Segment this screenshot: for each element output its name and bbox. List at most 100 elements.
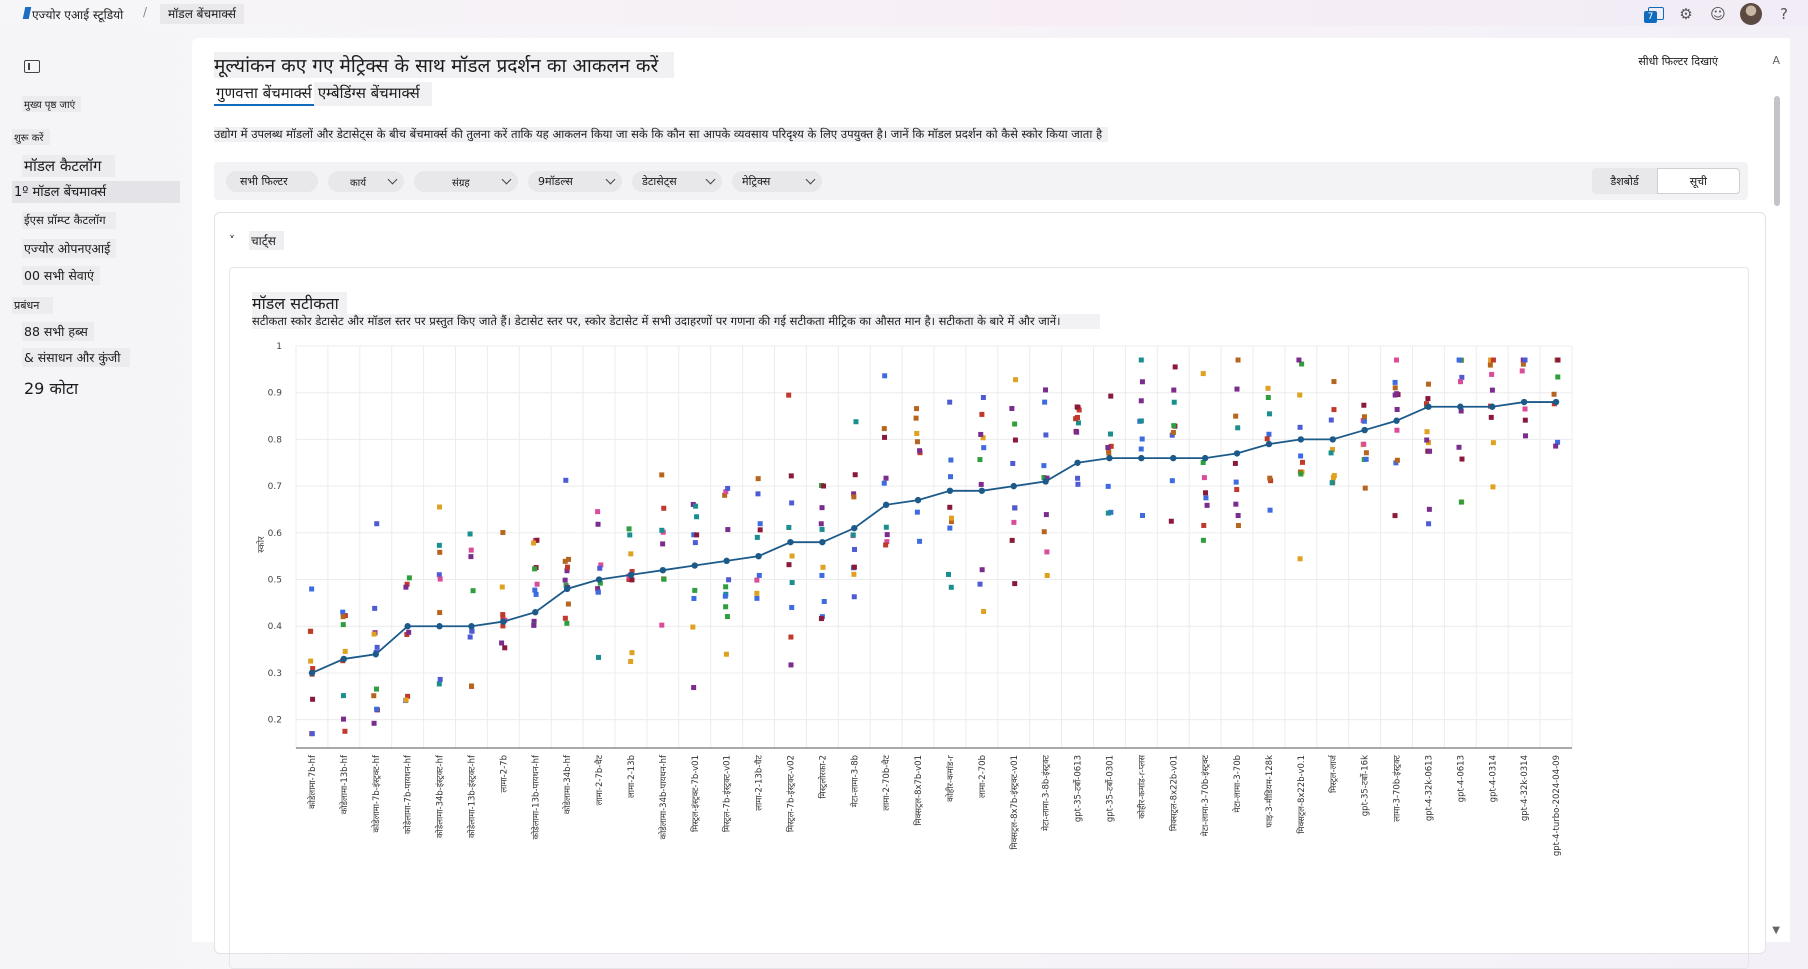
- average-accuracy-point: [914, 496, 922, 504]
- dataset-score-marker: [1392, 513, 1398, 519]
- dataset-score-marker: [1235, 523, 1241, 529]
- dataset-score-marker: [626, 526, 632, 532]
- benchmark-tabs: गुणवत्ता बेंचमार्क्स एम्बेडिंग्स बेंचमार…: [214, 82, 432, 106]
- dataset-score-marker: [1424, 437, 1430, 443]
- charts-label: चार्ट्स: [249, 231, 284, 250]
- sidebar-section-manage: प्रबंधन: [12, 297, 54, 314]
- dataset-score-marker: [851, 571, 857, 577]
- x-tick-label: मिस्ट्रलोरका-2: [817, 755, 828, 799]
- dataset-score-marker: [1075, 475, 1081, 481]
- dataset-score-marker: [372, 605, 378, 611]
- x-tick-label: gpt-4-32k-0314: [1520, 755, 1530, 821]
- dataset-score-marker: [562, 615, 568, 621]
- sidebar-item-resources-keys[interactable]: & संसाधन और कुंजी: [22, 348, 131, 367]
- show-filters-link[interactable]: सीधी फिल्टर दिखाएं: [1638, 55, 1718, 68]
- list-view-button[interactable]: सूची: [1656, 168, 1740, 194]
- average-accuracy-point: [563, 585, 571, 593]
- settings-gear-icon[interactable]: ⚙: [1679, 5, 1693, 23]
- dataset-score-marker: [1138, 357, 1144, 363]
- dataset-score-marker: [1331, 407, 1337, 413]
- dataset-score-marker: [1235, 513, 1241, 519]
- dataset-score-marker: [947, 399, 953, 405]
- dataset-score-marker: [1394, 406, 1400, 412]
- sidebar-item-quota[interactable]: 29 कोटा: [24, 379, 79, 398]
- help-icon[interactable]: ?: [1780, 5, 1788, 23]
- collapse-sidebar-icon[interactable]: [24, 60, 40, 73]
- dataset-score-marker: [819, 572, 825, 578]
- datasets-dropdown[interactable]: डेटासेट्स: [632, 171, 722, 192]
- dataset-score-marker: [596, 654, 602, 660]
- sidebar-item-azure-openai[interactable]: एज्योर ओपनएआई: [22, 239, 117, 258]
- breadcrumb-current[interactable]: मॉडल बेंचमार्क्स: [160, 4, 244, 24]
- x-tick-label: कोडेलामा-7b-पायथन-hf: [403, 754, 414, 834]
- dataset-score-marker: [1012, 505, 1018, 511]
- x-tick-label: gpt-35-टर्बो-16k: [1360, 755, 1371, 816]
- dataset-score-marker: [565, 601, 571, 607]
- dataset-score-marker: [852, 546, 858, 552]
- dataset-score-marker: [1489, 387, 1495, 393]
- dataset-score-marker: [1297, 424, 1303, 430]
- dataset-score-marker: [1233, 501, 1239, 507]
- average-accuracy-point: [723, 557, 730, 565]
- task-dropdown[interactable]: कार्य: [328, 171, 404, 192]
- feedback-smiley-icon[interactable]: ☺: [1710, 5, 1726, 23]
- models-dropdown[interactable]: 9मॉडल्स: [528, 171, 622, 192]
- tab-embeddings-benchmarks[interactable]: एम्बेडिंग्स बेंचमार्क्स: [313, 82, 432, 106]
- dataset-score-marker: [437, 610, 443, 616]
- x-tick-label: कोडेलामा-7b-इंस्ट्रक्ट-hf: [371, 754, 382, 833]
- sidebar-item-model-benchmarks[interactable]: 1º मॉडल बेंचमार्क्स: [12, 181, 180, 203]
- average-accuracy-point: [1361, 426, 1368, 434]
- dataset-score-marker: [881, 480, 887, 486]
- sidebar-item-all-services[interactable]: 00 सभी सेवाएं: [22, 266, 100, 285]
- dataset-score-marker: [1009, 537, 1015, 543]
- average-accuracy-point: [372, 651, 379, 658]
- average-accuracy-point: [1329, 436, 1336, 443]
- dataset-score-marker: [1138, 446, 1144, 452]
- dataset-score-marker: [627, 532, 633, 538]
- average-accuracy-point: [819, 538, 826, 546]
- dataset-score-marker: [884, 539, 890, 545]
- notifications-button[interactable]: 7: [1644, 5, 1664, 23]
- dataset-score-marker: [977, 457, 983, 463]
- dashboard-view-button[interactable]: डैशबोर्ड: [1592, 168, 1657, 194]
- metrics-dropdown[interactable]: मेट्रिक्स: [732, 171, 822, 192]
- app-title[interactable]: एज्योर एआई स्टूडियो: [32, 8, 124, 22]
- collection-dropdown[interactable]: संग्रह: [414, 171, 518, 192]
- scrollbar[interactable]: [1772, 54, 1782, 914]
- tab-quality-benchmarks[interactable]: गुणवत्ता बेंचमार्क्स: [214, 82, 314, 106]
- charts-toggle[interactable]: ˅ चार्ट्स: [229, 231, 284, 250]
- scrollbar-thumb[interactable]: [1774, 96, 1780, 206]
- dataset-score-marker: [821, 598, 827, 604]
- dataset-score-marker: [1041, 475, 1047, 481]
- dataset-score-marker: [1073, 416, 1079, 422]
- dataset-score-marker: [789, 580, 795, 586]
- dataset-score-marker: [789, 553, 795, 559]
- sidebar-item-prompt-catalog[interactable]: ईएस प्रॉम्प्ट कैटलॉग: [22, 212, 116, 229]
- dataset-score-marker: [1490, 484, 1496, 490]
- dataset-score-marker: [1267, 475, 1273, 481]
- dataset-score-marker: [1171, 387, 1177, 393]
- dataset-score-marker: [978, 481, 984, 487]
- dataset-score-marker: [1041, 529, 1047, 535]
- scroll-down-icon[interactable]: ▼: [1772, 925, 1780, 936]
- dataset-score-marker: [1328, 417, 1334, 423]
- sidebar-item-all-hubs[interactable]: 88 सभी हब्स: [22, 322, 94, 341]
- dataset-score-marker: [851, 594, 857, 600]
- dataset-score-marker: [1423, 401, 1429, 407]
- scroll-up-icon[interactable]: A: [1772, 54, 1780, 67]
- sidebar-item-home[interactable]: मुख्य पृष्ठ जाएं: [22, 96, 82, 112]
- avatar[interactable]: [1740, 3, 1762, 25]
- dataset-score-marker: [595, 509, 601, 515]
- dataset-score-marker: [1487, 362, 1493, 368]
- dataset-score-marker: [628, 658, 634, 664]
- dataset-score-marker: [566, 556, 572, 562]
- dataset-score-marker: [1264, 436, 1270, 442]
- dataset-score-marker: [1106, 447, 1112, 453]
- sidebar-item-model-catalog[interactable]: मॉडल कैटलॉग: [22, 155, 116, 177]
- dataset-score-marker: [1043, 432, 1049, 438]
- charts-card: ˅ चार्ट्स मॉडल सटीकता सटीकता स्कोर डेटास…: [214, 212, 1766, 969]
- x-tick-label: लामा-2-7b-चैट: [594, 754, 605, 805]
- x-tick-label: लामा-2-13b: [627, 755, 637, 798]
- all-filters-button[interactable]: सभी फिल्टर: [226, 171, 318, 192]
- dataset-score-marker: [374, 644, 380, 650]
